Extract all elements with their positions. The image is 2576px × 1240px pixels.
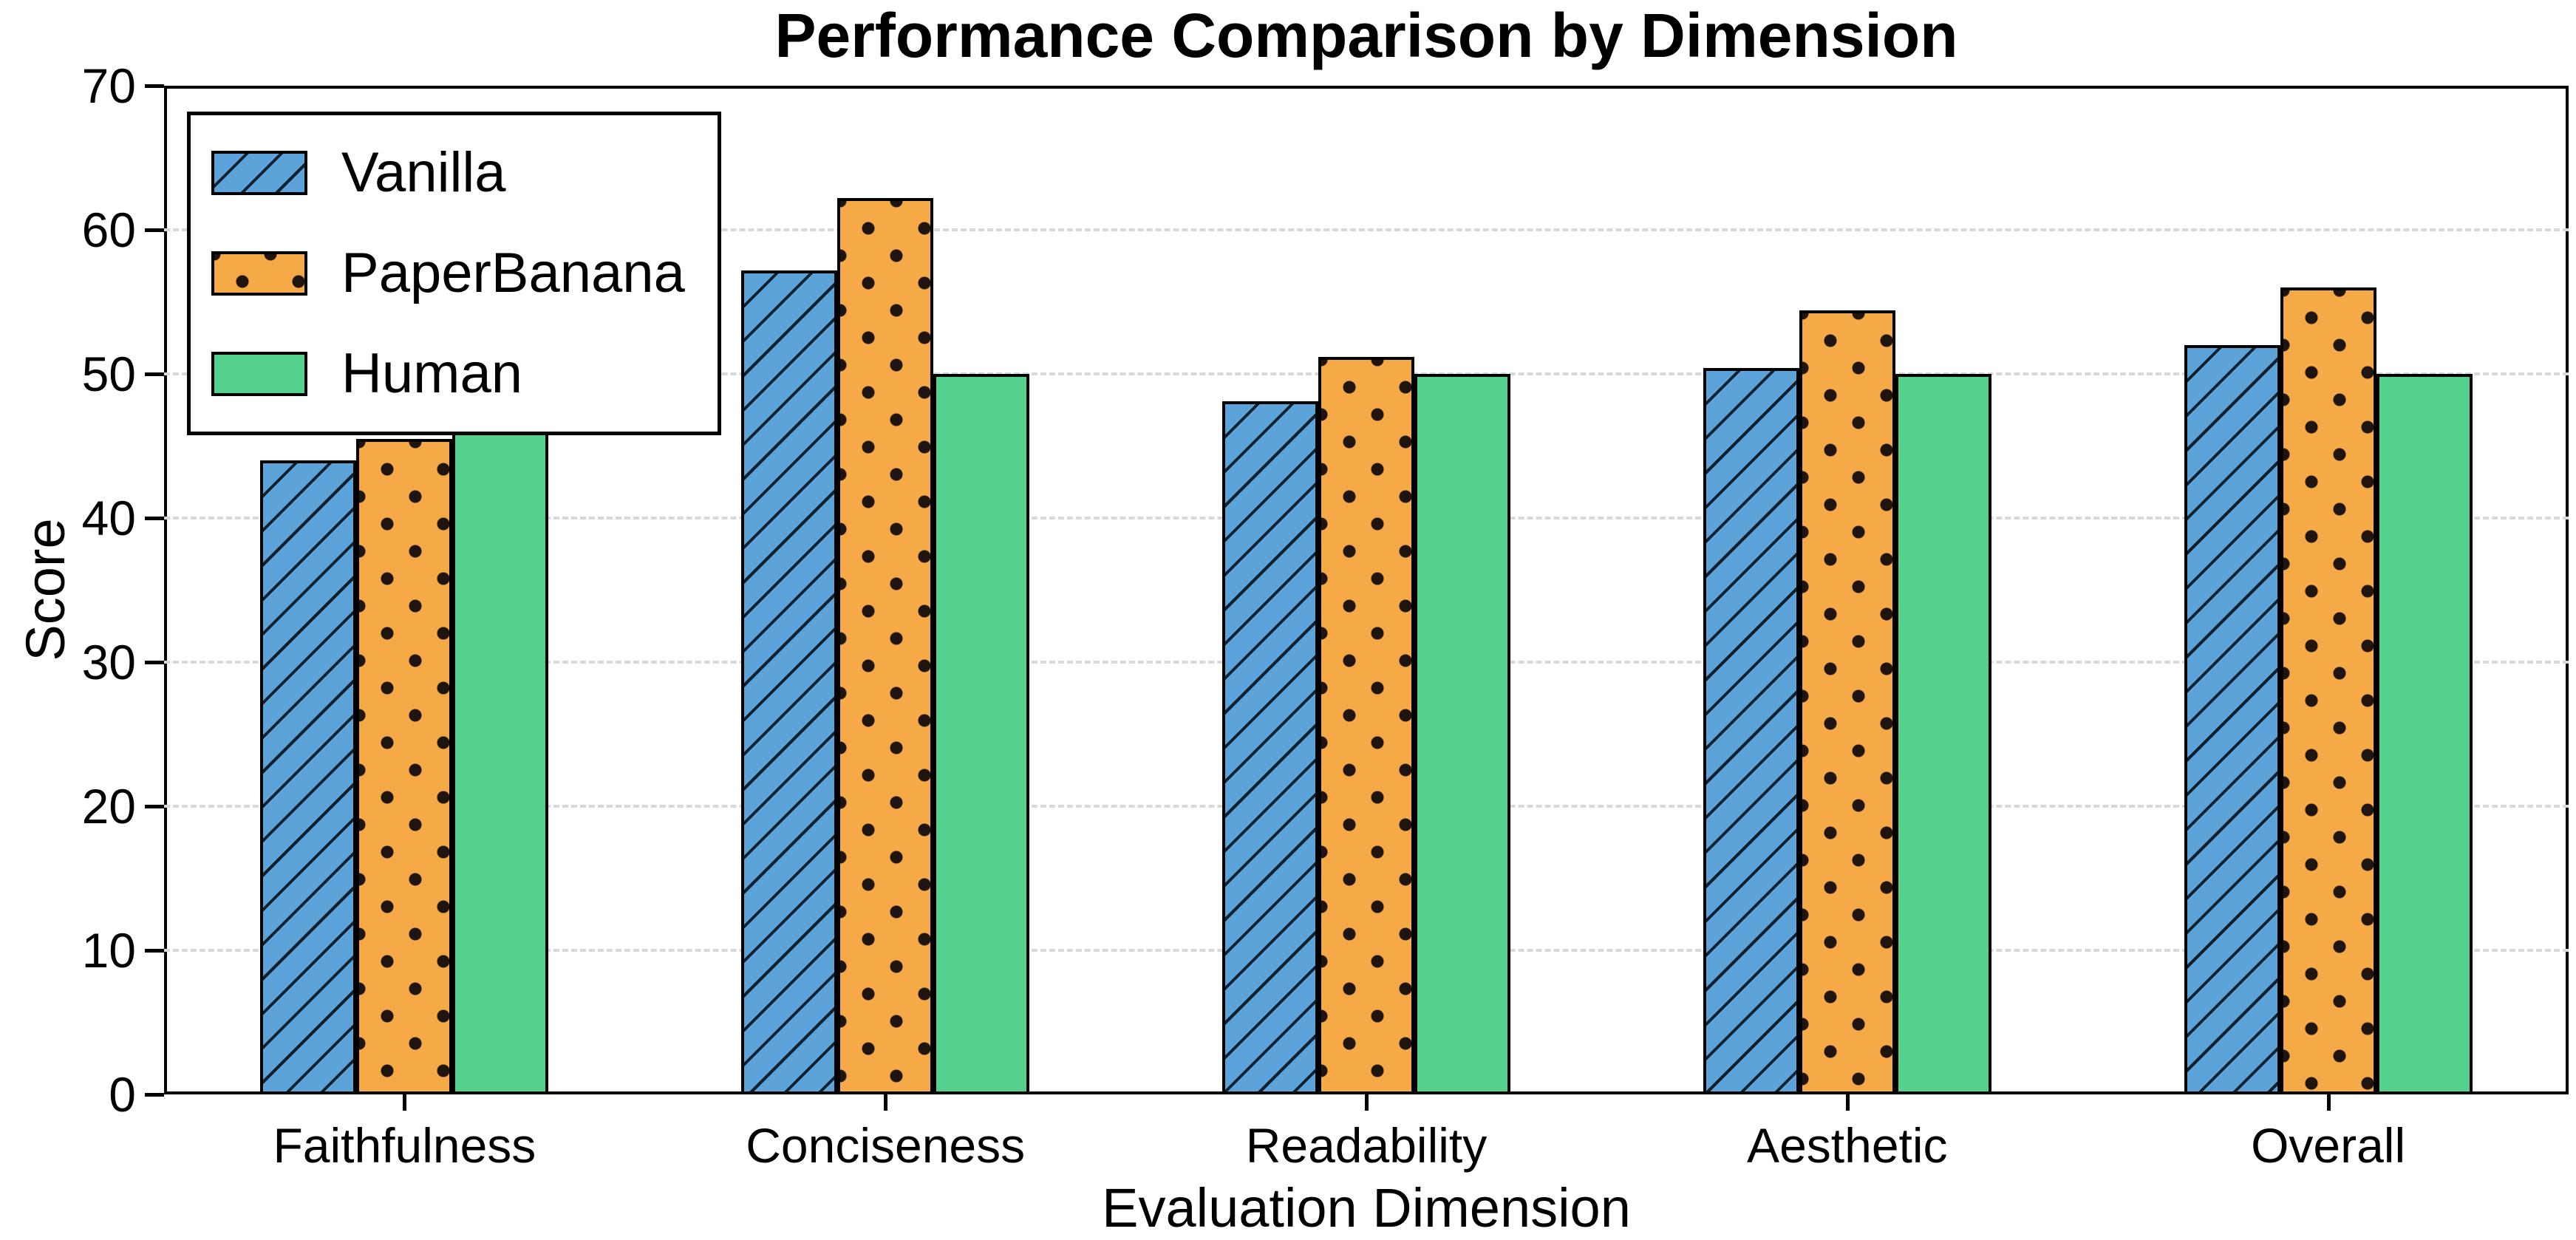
x-tick-label-conciseness: Conciseness <box>746 1118 1026 1173</box>
bar-paperbanana-aesthetic <box>1799 310 1895 1094</box>
legend-label-human: Human <box>341 342 522 405</box>
y-tick-label-20: 20 <box>81 779 136 834</box>
bar-human-conciseness <box>933 374 1030 1094</box>
gridline-y60 <box>164 228 2569 231</box>
y-tick-mark-0 <box>145 1093 164 1097</box>
y-tick-mark-60 <box>145 228 164 232</box>
y-tick-mark-30 <box>145 661 164 664</box>
y-tick-label-50: 50 <box>81 347 136 401</box>
bar-human-readability <box>1414 374 1510 1094</box>
legend-label-vanilla: Vanilla <box>341 141 506 204</box>
legend-item-vanilla: Vanilla <box>211 142 685 204</box>
y-tick-mark-70 <box>145 84 164 88</box>
bar-human-overall <box>2376 374 2473 1094</box>
x-tick-label-faithfulness: Faithfulness <box>273 1118 536 1173</box>
x-tick-label-readability: Readability <box>1245 1118 1488 1173</box>
x-tick-mark-readability <box>1365 1094 1369 1111</box>
y-tick-mark-40 <box>145 517 164 520</box>
y-tick-mark-10 <box>145 949 164 953</box>
y-tick-label-40: 40 <box>81 491 136 545</box>
x-tick-mark-faithfulness <box>403 1094 407 1111</box>
bar-human-faithfulness <box>452 374 549 1094</box>
x-tick-label-overall: Overall <box>2251 1118 2406 1173</box>
x-tick-mark-conciseness <box>884 1094 888 1111</box>
y-tick-mark-50 <box>145 372 164 376</box>
bar-vanilla-faithfulness <box>260 460 357 1094</box>
bar-vanilla-conciseness <box>741 270 838 1094</box>
y-tick-label-30: 30 <box>81 635 136 689</box>
legend-swatch-paperbanana <box>211 251 307 296</box>
legend: Vanilla PaperBanana Human <box>187 112 721 435</box>
legend-swatch-human <box>211 352 307 396</box>
legend-swatch-vanilla <box>211 151 307 195</box>
y-tick-label-0: 0 <box>109 1067 136 1122</box>
legend-item-paperbanana: PaperBanana <box>211 242 685 304</box>
y-tick-mark-20 <box>145 805 164 808</box>
legend-label-paperbanana: PaperBanana <box>341 242 685 304</box>
bar-paperbanana-conciseness <box>837 198 934 1094</box>
bar-paperbanana-faithfulness <box>356 438 453 1094</box>
bar-vanilla-overall <box>2184 345 2280 1094</box>
bar-human-aesthetic <box>1895 374 1991 1094</box>
bar-vanilla-readability <box>1222 401 1318 1094</box>
legend-item-human: Human <box>211 343 685 405</box>
bar-paperbanana-readability <box>1318 356 1414 1094</box>
y-tick-label-10: 10 <box>81 923 136 978</box>
chart-title: Performance Comparison by Dimension <box>774 1 1958 70</box>
x-tick-mark-aesthetic <box>1845 1094 1850 1111</box>
bar-vanilla-aesthetic <box>1703 368 1799 1094</box>
x-axis-label: Evaluation Dimension <box>1102 1177 1631 1239</box>
y-tick-label-60: 60 <box>81 202 136 257</box>
x-tick-mark-overall <box>2326 1094 2331 1111</box>
y-tick-label-70: 70 <box>81 58 136 113</box>
bar-paperbanana-overall <box>2280 287 2376 1094</box>
x-tick-label-aesthetic: Aesthetic <box>1747 1118 1948 1173</box>
